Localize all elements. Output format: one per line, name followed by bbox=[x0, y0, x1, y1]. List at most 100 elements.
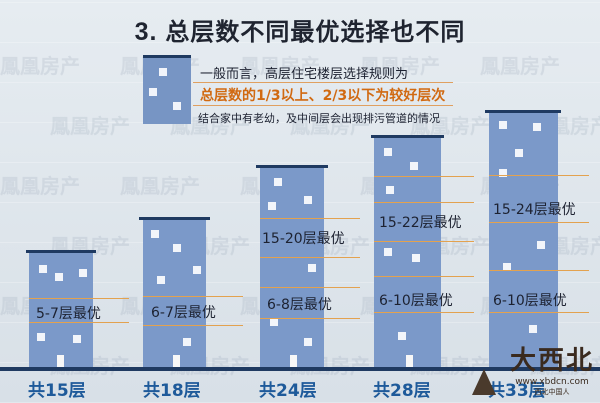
window-icon bbox=[412, 254, 420, 262]
watermark: 鳳凰房产 bbox=[120, 174, 200, 198]
floor-line bbox=[29, 298, 129, 299]
window-icon bbox=[529, 325, 537, 333]
building-3-best-upper: 15-20层最优 bbox=[262, 231, 345, 247]
floor-line bbox=[374, 176, 474, 177]
floor-line bbox=[374, 202, 474, 203]
watermark: 鳳凰房产 bbox=[410, 114, 490, 138]
intro-building-icon bbox=[143, 55, 191, 124]
building-1-best: 5-7层最优 bbox=[36, 306, 101, 322]
watermark: 鳳凰房产 bbox=[50, 114, 130, 138]
building-4-best-upper: 15-22层最优 bbox=[379, 215, 462, 231]
window-icon bbox=[384, 248, 392, 256]
window-icon bbox=[173, 244, 181, 252]
window-icon bbox=[270, 318, 278, 326]
floor-line bbox=[260, 218, 360, 219]
door-icon bbox=[173, 355, 180, 367]
floor-line bbox=[143, 325, 243, 326]
title-number: 3. bbox=[134, 18, 158, 46]
window-icon bbox=[55, 273, 63, 281]
floor-line bbox=[143, 296, 243, 297]
building-3 bbox=[260, 168, 324, 367]
floor-line bbox=[260, 318, 360, 319]
window-icon bbox=[384, 148, 392, 156]
door-icon bbox=[290, 355, 297, 367]
window-icon bbox=[503, 263, 511, 271]
building-5-best-upper: 15-24层最优 bbox=[493, 202, 576, 218]
window-icon bbox=[183, 338, 191, 346]
window-icon bbox=[533, 123, 541, 131]
building-2-best: 6-7层最优 bbox=[151, 305, 216, 321]
building-4-roof bbox=[371, 135, 444, 138]
floor-line bbox=[260, 257, 360, 258]
floor-line bbox=[374, 241, 474, 242]
window-icon bbox=[499, 121, 507, 129]
page-title: 3. 总层数不同最优选择也不同 bbox=[0, 12, 600, 47]
window-icon bbox=[157, 276, 165, 284]
building-4 bbox=[374, 138, 441, 367]
intro-divider bbox=[193, 82, 453, 83]
intro-line-2: 总层数的1/3以上、2/3以下为较好层次 bbox=[200, 88, 446, 104]
building-5-roof bbox=[485, 110, 561, 113]
building-3-total: 共24层 bbox=[259, 381, 317, 401]
intro-line-3: 结合家中有老幼，及中间层会出现排污管道的情况 bbox=[198, 112, 440, 125]
ground-line bbox=[0, 367, 600, 371]
window-icon bbox=[398, 332, 406, 340]
floor-line bbox=[374, 312, 474, 313]
building-2 bbox=[143, 220, 206, 367]
intro-divider bbox=[193, 105, 453, 106]
building-4-best-lower: 6-10层最优 bbox=[379, 293, 453, 309]
building-2-roof bbox=[139, 217, 210, 220]
window-icon bbox=[193, 266, 201, 274]
logo-mark: 大西北 bbox=[509, 346, 594, 376]
window-icon bbox=[149, 88, 157, 96]
window-icon bbox=[304, 338, 312, 346]
door-icon bbox=[57, 355, 64, 367]
building-2-total: 共18层 bbox=[143, 381, 201, 401]
building-3-best-lower: 6-8层最优 bbox=[267, 297, 332, 313]
building-1-total: 共15层 bbox=[28, 381, 86, 401]
window-icon bbox=[151, 230, 159, 238]
logo-site: www.xbdcn.com bbox=[515, 377, 589, 387]
watermark: 鳳凰房产 bbox=[290, 114, 370, 138]
floor-line bbox=[260, 287, 360, 288]
window-icon bbox=[73, 335, 81, 343]
window-icon bbox=[274, 178, 282, 186]
building-5 bbox=[489, 113, 558, 367]
watermark: 鳳凰房产 bbox=[0, 174, 80, 198]
floor-line bbox=[29, 322, 129, 323]
building-1-roof bbox=[26, 250, 96, 253]
window-icon bbox=[159, 68, 167, 76]
window-icon bbox=[386, 186, 394, 194]
floor-line bbox=[489, 312, 589, 313]
window-icon bbox=[499, 169, 507, 177]
watermark: 鳳凰房产 bbox=[360, 54, 440, 78]
door-icon bbox=[406, 355, 413, 367]
window-icon bbox=[515, 149, 523, 157]
building-4-total: 共28层 bbox=[373, 381, 431, 401]
watermark: 鳳凰房产 bbox=[480, 54, 560, 78]
title-text: 总层数不同最优选择也不同 bbox=[165, 18, 466, 46]
floor-line bbox=[374, 276, 474, 277]
floor-line bbox=[489, 175, 589, 176]
building-1 bbox=[29, 253, 93, 367]
watermark: 鳳凰房产 bbox=[240, 54, 320, 78]
watermark: 鳳凰房产 bbox=[0, 54, 80, 78]
building-3-roof bbox=[256, 165, 328, 168]
window-icon bbox=[39, 265, 47, 273]
mountain-icon bbox=[472, 369, 496, 395]
logo-sub: 西北中国人 bbox=[534, 388, 570, 396]
window-icon bbox=[304, 196, 312, 204]
window-icon bbox=[37, 333, 45, 341]
window-icon bbox=[308, 264, 316, 272]
window-icon bbox=[410, 162, 418, 170]
floor-line bbox=[489, 222, 589, 223]
window-icon bbox=[79, 269, 87, 277]
window-icon bbox=[173, 102, 181, 110]
intro-line-1: 一般而言，高层住宅楼层选择规则为 bbox=[200, 67, 409, 82]
site-logo: 大西北 www.xbdcn.com 西北中国人 bbox=[510, 340, 594, 397]
building-5-total: 共33层 bbox=[488, 381, 546, 401]
floor-line bbox=[489, 270, 589, 271]
building-5-best-lower: 6-10层最优 bbox=[493, 293, 567, 309]
window-icon bbox=[268, 202, 276, 210]
window-icon bbox=[537, 241, 545, 249]
